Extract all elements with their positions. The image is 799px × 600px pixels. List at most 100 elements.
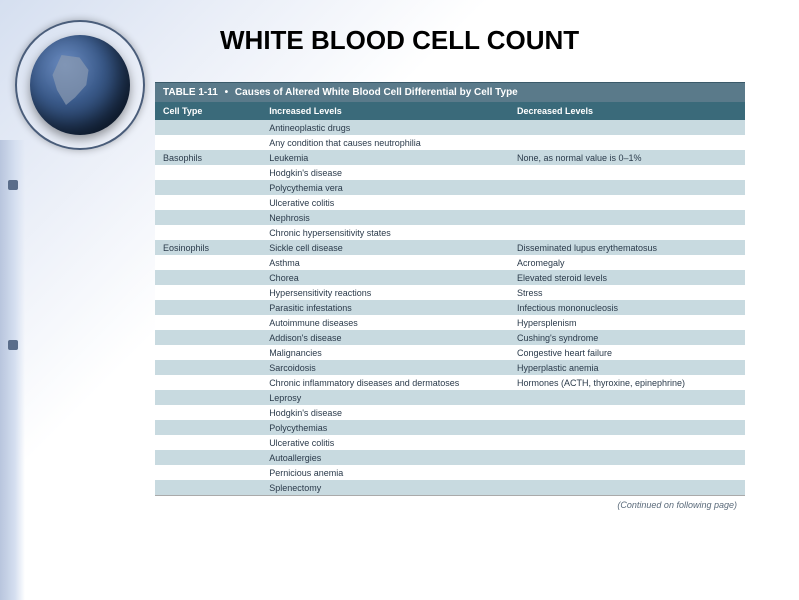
increased-level: Ulcerative colitis (261, 435, 509, 450)
cell-type (155, 300, 261, 315)
increased-level: Leukemia (261, 150, 509, 165)
cell-type (155, 180, 261, 195)
table-row: Polycythemia vera (155, 180, 745, 195)
globe-decoration (15, 20, 145, 150)
increased-level: Leprosy (261, 390, 509, 405)
table-row: Hodgkin's disease (155, 165, 745, 180)
table-caption-title: Causes of Altered White Blood Cell Diffe… (235, 87, 518, 98)
increased-level: Chorea (261, 270, 509, 285)
continued-note: (Continued on following page) (155, 495, 745, 510)
decreased-level (509, 225, 745, 240)
decreased-level (509, 135, 745, 150)
table-row: Nephrosis (155, 210, 745, 225)
decreased-level: Acromegaly (509, 255, 745, 270)
table-row: EosinophilsSickle cell diseaseDisseminat… (155, 240, 745, 255)
col-header-decreased: Decreased Levels (509, 102, 745, 120)
side-dot (8, 180, 18, 190)
table-row: MalignanciesCongestive heart failure (155, 345, 745, 360)
table-row: Ulcerative colitis (155, 195, 745, 210)
decreased-level (509, 180, 745, 195)
table-caption: TABLE 1-11 • Causes of Altered White Blo… (155, 82, 745, 102)
increased-level: Autoallergies (261, 450, 509, 465)
increased-level: Hodgkin's disease (261, 405, 509, 420)
table-header-row: Cell Type Increased Levels Decreased Lev… (155, 102, 745, 120)
increased-level: Splenectomy (261, 480, 509, 495)
increased-level: Polycythemias (261, 420, 509, 435)
table-row: Polycythemias (155, 420, 745, 435)
decreased-level: Hyperplastic anemia (509, 360, 745, 375)
cell-type (155, 255, 261, 270)
decreased-level (509, 195, 745, 210)
table-container: TABLE 1-11 • Causes of Altered White Blo… (155, 82, 745, 510)
decreased-level (509, 450, 745, 465)
decreased-level: Hypersplenism (509, 315, 745, 330)
cell-type (155, 210, 261, 225)
decreased-level: Infectious mononucleosis (509, 300, 745, 315)
increased-level: Parasitic infestations (261, 300, 509, 315)
increased-level: Autoimmune diseases (261, 315, 509, 330)
table-row: Hypersensitivity reactionsStress (155, 285, 745, 300)
decreased-level (509, 165, 745, 180)
table-number: TABLE 1-11 (163, 87, 218, 98)
page-title: WHITE BLOOD CELL COUNT (220, 25, 579, 56)
globe-earth (30, 35, 130, 135)
increased-level: Asthma (261, 255, 509, 270)
decreased-level: Congestive heart failure (509, 345, 745, 360)
table-row: ChoreaElevated steroid levels (155, 270, 745, 285)
increased-level: Sickle cell disease (261, 240, 509, 255)
decreased-level (509, 210, 745, 225)
cell-type (155, 405, 261, 420)
cell-type (155, 165, 261, 180)
cell-type (155, 435, 261, 450)
cell-type (155, 450, 261, 465)
decreased-level: Cushing's syndrome (509, 330, 745, 345)
decreased-level (509, 435, 745, 450)
side-dot (8, 340, 18, 350)
table-row: Any condition that causes neutrophilia (155, 135, 745, 150)
cell-type (155, 420, 261, 435)
cell-type: Eosinophils (155, 240, 261, 255)
table-body: Antineoplastic drugsAny condition that c… (155, 120, 745, 495)
decreased-level (509, 480, 745, 495)
table-row: SarcoidosisHyperplastic anemia (155, 360, 745, 375)
table-row: Parasitic infestationsInfectious mononuc… (155, 300, 745, 315)
cell-type (155, 465, 261, 480)
increased-level: Malignancies (261, 345, 509, 360)
table-row: BasophilsLeukemiaNone, as normal value i… (155, 150, 745, 165)
increased-level: Pernicious anemia (261, 465, 509, 480)
increased-level: Chronic inflammatory diseases and dermat… (261, 375, 509, 390)
side-accent-bar (0, 140, 25, 600)
cell-type (155, 345, 261, 360)
cell-type (155, 375, 261, 390)
cell-type (155, 225, 261, 240)
table-row: Autoimmune diseasesHypersplenism (155, 315, 745, 330)
table-row: Splenectomy (155, 480, 745, 495)
table-row: Autoallergies (155, 450, 745, 465)
wbc-table: Cell Type Increased Levels Decreased Lev… (155, 102, 745, 495)
cell-type (155, 135, 261, 150)
decreased-level: None, as normal value is 0–1% (509, 150, 745, 165)
decreased-level (509, 405, 745, 420)
cell-type (155, 120, 261, 135)
cell-type (155, 315, 261, 330)
cell-type: Basophils (155, 150, 261, 165)
table-row: Antineoplastic drugs (155, 120, 745, 135)
col-header-increased: Increased Levels (261, 102, 509, 120)
increased-level: Antineoplastic drugs (261, 120, 509, 135)
increased-level: Addison's disease (261, 330, 509, 345)
table-row: Chronic hypersensitivity states (155, 225, 745, 240)
table-row: Chronic inflammatory diseases and dermat… (155, 375, 745, 390)
table-row: Pernicious anemia (155, 465, 745, 480)
cell-type (155, 270, 261, 285)
decreased-level: Elevated steroid levels (509, 270, 745, 285)
decreased-level (509, 420, 745, 435)
decreased-level (509, 390, 745, 405)
decreased-level: Stress (509, 285, 745, 300)
cell-type (155, 390, 261, 405)
table-row: Ulcerative colitis (155, 435, 745, 450)
cell-type (155, 195, 261, 210)
bullet-separator: • (225, 87, 229, 98)
increased-level: Sarcoidosis (261, 360, 509, 375)
increased-level: Chronic hypersensitivity states (261, 225, 509, 240)
cell-type (155, 480, 261, 495)
